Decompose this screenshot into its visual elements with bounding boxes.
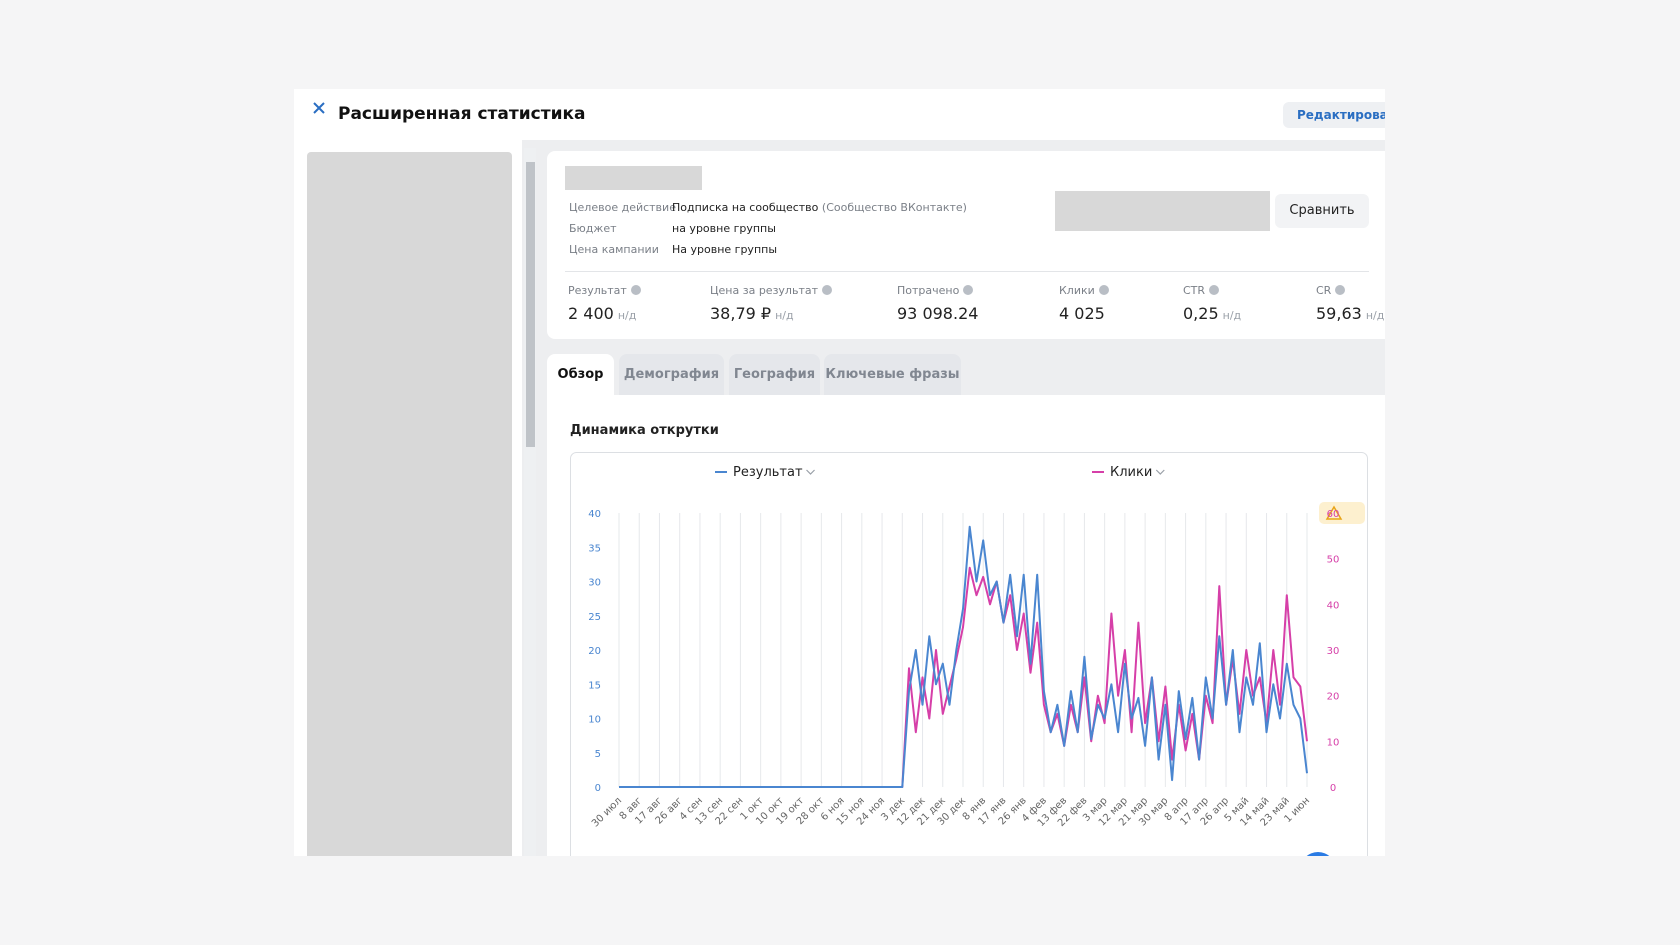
y-tick-label: 35: [588, 543, 601, 554]
metric-value: 0,25 н/д: [1183, 304, 1241, 323]
row-value: Подписка на сообщество (Сообщество ВКонт…: [672, 201, 967, 214]
metric-label: Цена за результат: [710, 284, 833, 297]
y2-tick-label: 10: [1327, 737, 1340, 748]
metric-value: 59,63: [1316, 304, 1362, 323]
metric-label: Результат: [568, 284, 627, 297]
help-icon: [1098, 285, 1109, 295]
metric-label: CTR: [1183, 284, 1206, 297]
legend-chevron: [806, 469, 815, 475]
tab[interactable]: Обзор: [547, 354, 614, 395]
y-tick-label: 25: [588, 612, 601, 623]
tab[interactable]: Ключевые фразы: [824, 354, 961, 395]
campaign-card: Целевое действие Подписка на сообщество …: [547, 151, 1385, 339]
row-note: (Сообщество ВКонтакте): [821, 201, 967, 214]
metric-label: CR: [1316, 284, 1346, 297]
y-tick-label: 10: [588, 715, 601, 726]
legend-chevron: [1155, 469, 1165, 475]
y-tick-label: 5: [595, 749, 601, 760]
series-line: [619, 525, 1308, 788]
metric-label: Потрачено: [897, 284, 960, 297]
metric-value: 2 400 н/д: [568, 304, 636, 323]
row-label: Бюджет: [569, 222, 617, 235]
divider: [565, 271, 1369, 272]
metric-suffix: н/д: [775, 309, 794, 322]
metric-suffix: н/д: [617, 309, 637, 322]
placeholder: [565, 166, 702, 190]
y2-tick-label: 40: [1327, 600, 1340, 611]
metric-value: 4 025: [1059, 304, 1105, 323]
y2-tick-label: 30: [1327, 646, 1340, 657]
help-icon: [630, 285, 641, 295]
metric-value: 59,63 н/д: [1316, 304, 1384, 323]
metric-value: 0,25: [1183, 304, 1219, 323]
metric-label: Результат: [568, 284, 641, 297]
scrollbar[interactable]: [524, 148, 536, 856]
legend-label: Результат: [733, 465, 803, 480]
metric-value: 4 025: [1059, 304, 1105, 323]
metric-suffix: н/д: [1222, 309, 1242, 322]
edit-button[interactable]: Редактировать: [1283, 102, 1385, 128]
placeholder: [1055, 191, 1270, 231]
metric-label: Потрачено: [897, 284, 974, 297]
metric-value: 38,79 ₽: [710, 304, 772, 323]
help-bubble[interactable]: [1300, 852, 1336, 856]
metric-suffix: н/д: [1365, 309, 1385, 322]
chart-frame: [570, 452, 1368, 856]
legend-label: Клики: [1110, 465, 1152, 480]
scroll-thumb[interactable]: [526, 162, 535, 447]
warning-icon: [1325, 505, 1343, 520]
help-icon: [822, 285, 833, 295]
row-label: Целевое действие: [569, 201, 676, 214]
sidebar: [294, 140, 536, 856]
y-tick-label: 20: [588, 646, 601, 657]
help-icon: [1335, 285, 1346, 295]
chart-title: Динамика открутки: [570, 423, 719, 438]
y-tick-label: 0: [595, 783, 601, 794]
header: Расширенная статистика Редактировать: [294, 89, 1385, 140]
placeholder: [307, 152, 512, 856]
metric-label: Клики: [1059, 284, 1109, 297]
y2-tick-label: 50: [1327, 555, 1340, 566]
metric-label: CTR: [1183, 284, 1220, 297]
metric-value: 38,79 ₽ н/д: [710, 304, 794, 323]
metric-label: Цена за результат: [710, 284, 819, 297]
row-value: На уровне группы: [672, 243, 778, 256]
y-tick-label: 15: [588, 680, 601, 691]
metric-label: Клики: [1059, 284, 1095, 297]
help-icon: [963, 285, 974, 295]
metric-value: 2 400: [568, 304, 614, 323]
tab[interactable]: Демография: [619, 354, 724, 395]
y2-tick-label: 60: [1327, 509, 1340, 520]
compare-button[interactable]: Сравнить: [1275, 194, 1369, 228]
y-tick-label: 30: [588, 578, 601, 589]
row-value: на уровне группы: [672, 222, 776, 235]
tab[interactable]: География: [729, 354, 820, 395]
title: Расширенная статистика: [338, 104, 586, 124]
row-label: Цена кампании: [569, 243, 659, 256]
metric-value: 93 098.24: [897, 304, 978, 323]
stats-panel: Расширенная статистика Редактировать Цел…: [294, 89, 1385, 856]
y-tick-label: 40: [588, 509, 601, 520]
metric-value: 93 098.24: [897, 304, 979, 323]
close-icon[interactable]: [312, 101, 326, 115]
metric-label: CR: [1316, 284, 1332, 297]
help-icon: [1209, 285, 1220, 295]
y2-tick-label: 20: [1327, 692, 1340, 703]
row-value: Подписка на сообщество: [672, 201, 819, 214]
overview: Динамика открутки 30 июл 8 авг 17 авг 26 ав…: [547, 395, 1385, 856]
y2-tick-label: 0: [1330, 783, 1336, 794]
